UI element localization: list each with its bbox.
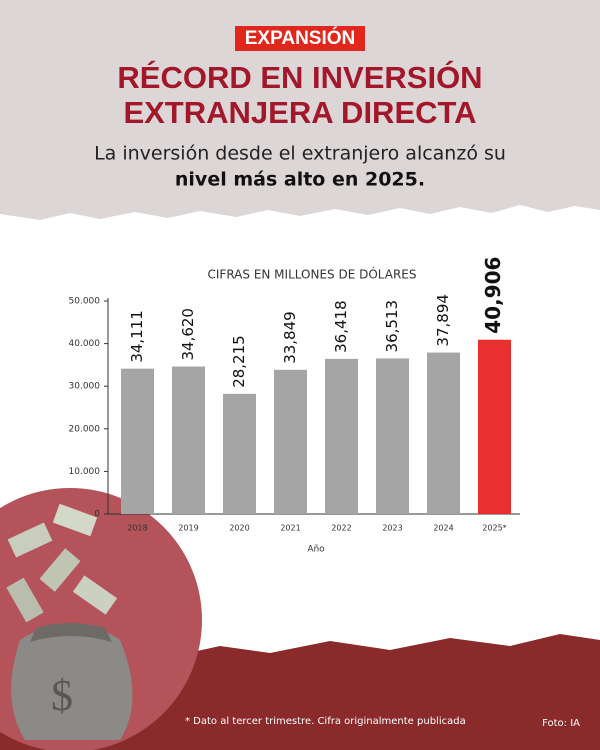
brand-box xyxy=(235,26,365,51)
value-label: 40,906 xyxy=(481,257,505,334)
bar xyxy=(325,358,358,514)
y-tick-label: 10.000 xyxy=(69,467,101,477)
value-label: 37,894 xyxy=(434,294,452,347)
bar xyxy=(274,369,307,514)
value-label: 34,111 xyxy=(128,310,146,363)
value-label: 36,418 xyxy=(332,300,350,353)
x-tick-label: 2022 xyxy=(331,524,351,533)
subtitle-bold: nivel más alto en 2025. xyxy=(175,169,425,191)
value-label: 34,620 xyxy=(179,308,197,361)
x-tick-label: 2024 xyxy=(433,524,453,533)
y-tick-label: 40.000 xyxy=(69,339,101,349)
title-line: EXTRANJERA DIRECTA xyxy=(123,95,476,130)
y-tick-label: 0 xyxy=(94,510,100,520)
title-line: RÉCORD EN INVERSIÓN xyxy=(117,59,482,95)
y-tick-label: 30.000 xyxy=(69,382,101,392)
bar xyxy=(172,366,205,514)
x-tick-label: 2025* xyxy=(482,524,506,533)
x-tick-label: 2019 xyxy=(178,524,198,533)
subtitle: La inversión desde el extranjero alcanzó… xyxy=(94,143,506,165)
bar xyxy=(427,352,460,514)
svg-text:$: $ xyxy=(51,671,73,720)
top-paper xyxy=(0,0,600,220)
y-tick-label: 20.000 xyxy=(69,424,101,434)
money-bag: $ xyxy=(6,503,133,740)
brand: EXPANSIÓN xyxy=(245,27,356,49)
value-label: 33,849 xyxy=(281,311,299,364)
chart-title: CIFRAS EN MILLONES DE DÓLARES xyxy=(208,267,417,282)
bar xyxy=(376,358,409,514)
photo-credit: Foto: IA xyxy=(542,718,580,729)
value-label: 28,215 xyxy=(230,335,248,388)
y-tick-label: 50.000 xyxy=(69,297,101,307)
bar xyxy=(223,393,256,514)
footnote: * Dato al tercer trimestre. Cifra origin… xyxy=(185,716,466,727)
x-tick-label: 2018 xyxy=(127,524,147,533)
x-tick-label: 2021 xyxy=(280,524,300,533)
bar xyxy=(121,368,154,514)
x-tick-label: 2020 xyxy=(229,524,249,533)
bar xyxy=(478,339,511,514)
x-axis-label: Año xyxy=(307,545,325,555)
value-label: 36,513 xyxy=(383,300,401,353)
x-tick-label: 2023 xyxy=(382,524,402,533)
